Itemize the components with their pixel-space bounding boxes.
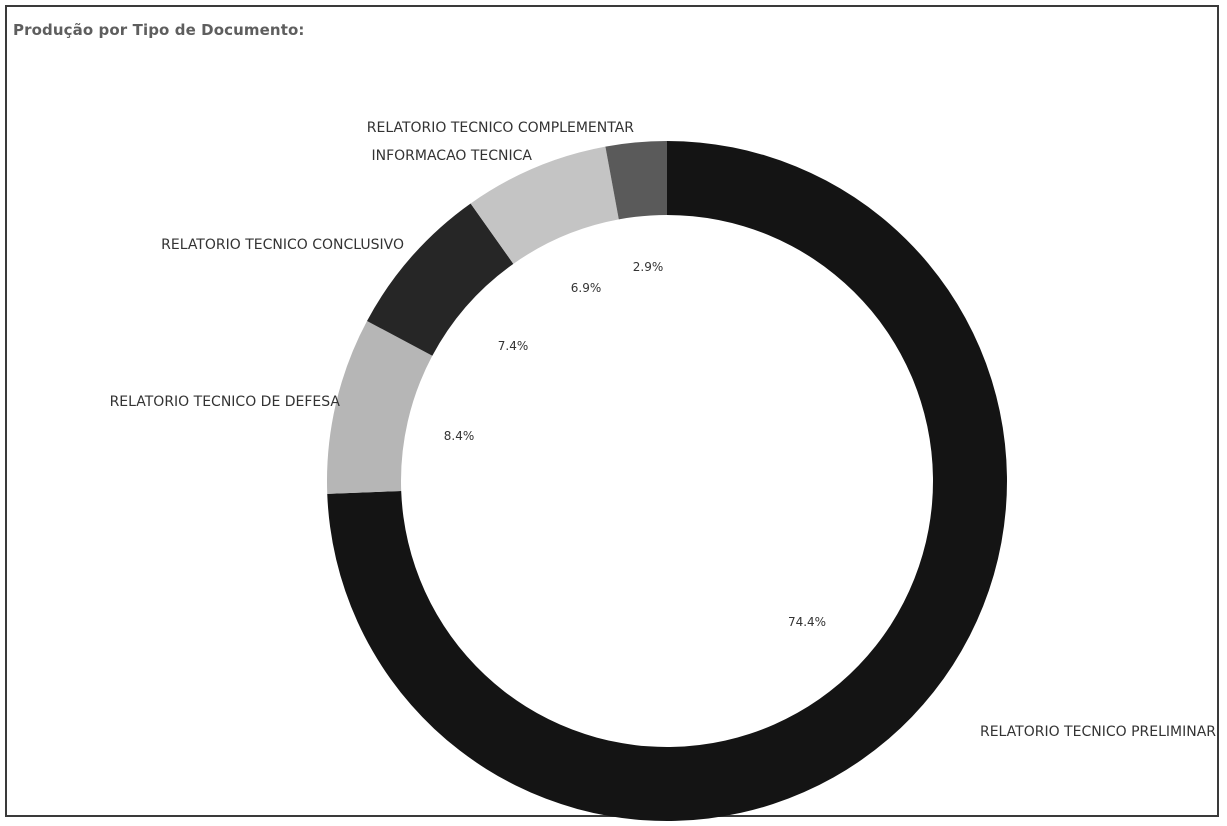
donut-slice[interactable] bbox=[367, 203, 514, 356]
donut-slices bbox=[327, 141, 1007, 822]
category-labels: RELATORIO TECNICO PRELIMINAR RELATORIO TE… bbox=[110, 120, 1217, 740]
slice-percentage-label: 74.4% bbox=[788, 615, 826, 629]
slice-category-label: RELATORIO TECNICO PRELIMINAR bbox=[980, 724, 1216, 740]
percentage-labels: 74.4% 8.4% 7.4% 6.9% 2.9% bbox=[444, 260, 826, 629]
donut-slice[interactable] bbox=[605, 141, 667, 220]
slice-percentage-label: 8.4% bbox=[444, 429, 475, 443]
slice-percentage-label: 2.9% bbox=[633, 260, 664, 274]
chart-panel: Produção por Tipo de Documento: bbox=[5, 5, 1219, 817]
slice-category-label: INFORMACAO TECNICA bbox=[371, 148, 532, 164]
donut-slice[interactable] bbox=[470, 146, 619, 264]
slice-category-label: RELATORIO TECNICO CONCLUSIVO bbox=[161, 237, 404, 253]
slice-percentage-label: 6.9% bbox=[571, 281, 602, 295]
panel-title: Produção por Tipo de Documento: bbox=[13, 21, 305, 39]
slice-percentage-label: 7.4% bbox=[498, 339, 529, 353]
donut-slice[interactable] bbox=[327, 320, 433, 494]
slice-category-label: RELATORIO TECNICO COMPLEMENTAR bbox=[367, 120, 635, 136]
slice-category-label: RELATORIO TECNICO DE DEFESA bbox=[110, 394, 341, 410]
